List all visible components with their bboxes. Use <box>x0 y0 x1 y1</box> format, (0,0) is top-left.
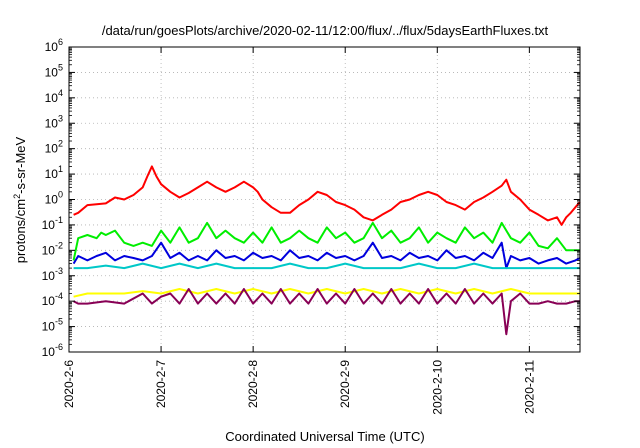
y-axis-label: protons/cm2-s-sr-MeV <box>12 136 28 263</box>
y-tick-label: 10-4 <box>42 291 63 308</box>
y-tick-label: 103 <box>45 113 63 130</box>
y-tick-label-exponent: -2 <box>55 240 63 250</box>
y-tick-label-exponent: 4 <box>58 88 63 98</box>
y-axis-ticks: 10-610-510-410-310-210-11001011021031041… <box>42 37 580 359</box>
y-axis-label-tail: -s-sr-MeV <box>13 136 28 193</box>
y-tick-label-exponent: -1 <box>55 215 63 225</box>
y-tick-label: 100 <box>45 190 63 207</box>
y-tick-label-base: 10 <box>45 167 59 181</box>
series-line-4 <box>73 288 580 298</box>
y-tick-label: 10-5 <box>42 317 63 334</box>
y-axis-label-superscript: 2 <box>12 194 22 199</box>
y-tick-label-exponent: 0 <box>58 190 63 200</box>
y-axis-label-main: protons/cm <box>13 199 28 263</box>
series-line-0 <box>73 165 581 226</box>
y-tick-label-base: 10 <box>45 65 59 79</box>
y-tick-label-base: 10 <box>42 218 56 232</box>
x-tick-label: 2020-2-8 <box>246 360 260 408</box>
x-tick-label: 2020-2-10 <box>430 360 444 415</box>
y-tick-label-exponent: -6 <box>55 342 63 352</box>
series-layer <box>72 165 581 336</box>
y-tick-label-exponent: 5 <box>58 62 63 72</box>
y-tick-label: 10-2 <box>42 240 63 257</box>
y-tick-label-base: 10 <box>45 40 59 54</box>
y-tick-label-base: 10 <box>42 345 56 359</box>
x-tick-label: 2020-2-9 <box>338 360 352 408</box>
y-tick-label: 102 <box>45 139 63 156</box>
y-tick-label: 104 <box>45 88 63 105</box>
y-tick-label-base: 10 <box>45 142 59 156</box>
y-tick-label-base: 10 <box>45 193 59 207</box>
chart-title: /data/run/goesPlots/archive/2020-02-11/1… <box>102 23 549 38</box>
x-tick-label: 2020-2-11 <box>522 360 536 414</box>
series-line-1 <box>72 221 580 261</box>
y-tick-label-exponent: 3 <box>58 113 63 123</box>
x-axis-ticks: 2020-2-6 2020-2-7 2020-2-8 2020-2-9 2020-2-1… <box>62 47 536 415</box>
y-tick-label: 101 <box>45 164 63 181</box>
y-tick-label-base: 10 <box>42 269 56 283</box>
y-tick-label: 105 <box>45 62 63 79</box>
y-tick-label-exponent: 2 <box>58 139 63 149</box>
y-tick-label: 10-6 <box>42 342 63 359</box>
y-tick-label-exponent: -3 <box>55 266 63 276</box>
y-tick-label-base: 10 <box>42 294 56 308</box>
y-tick-label-base: 10 <box>45 116 59 130</box>
x-tick-label: 2020-2-6 <box>62 360 76 408</box>
y-tick-label-exponent: -4 <box>55 291 63 301</box>
y-tick-label-base: 10 <box>42 320 56 334</box>
y-tick-label-base: 10 <box>42 243 56 257</box>
x-tick-label: 2020-2-7 <box>154 360 168 408</box>
y-tick-label-base: 10 <box>45 91 59 105</box>
y-tick-label: 106 <box>45 37 63 54</box>
series-line-5 <box>73 288 580 336</box>
y-tick-label-exponent: -5 <box>55 317 63 327</box>
series-line-2 <box>72 241 581 270</box>
x-axis-label: Coordinated Universal Time (UTC) <box>225 429 424 444</box>
y-tick-label: 10-1 <box>42 215 63 232</box>
y-tick-label-exponent: 1 <box>58 164 63 174</box>
grid-layer <box>69 47 580 352</box>
y-tick-label-exponent: 6 <box>58 37 63 47</box>
series-line-3 <box>73 262 580 270</box>
y-tick-label: 10-3 <box>42 266 63 283</box>
